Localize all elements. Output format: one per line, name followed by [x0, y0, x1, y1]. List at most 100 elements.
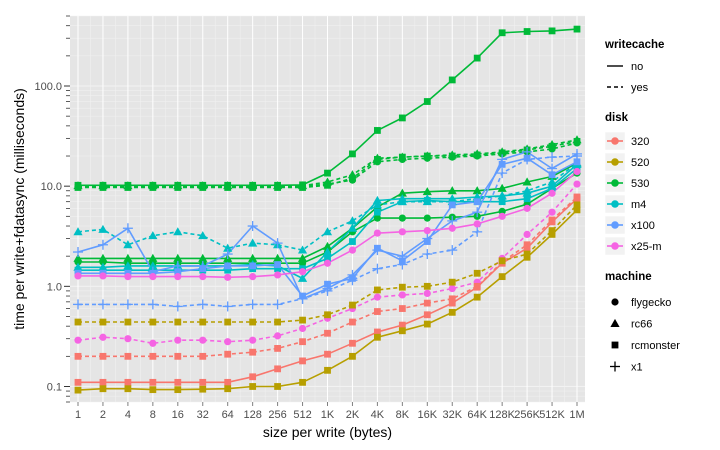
data-point	[174, 352, 182, 360]
data-point	[448, 224, 456, 232]
data-point	[347, 275, 358, 286]
data-point	[347, 216, 358, 225]
data-point	[173, 253, 183, 262]
data-point	[397, 197, 407, 206]
data-point	[174, 273, 182, 281]
x-tick-label: 16K	[418, 409, 438, 421]
data-point	[422, 197, 432, 206]
legend-key-machine	[610, 361, 620, 372]
data-point	[523, 230, 531, 238]
data-point	[297, 293, 308, 304]
data-point	[498, 257, 506, 265]
data-point	[448, 299, 456, 307]
data-point	[274, 345, 281, 352]
legend-key-disk-marker	[611, 200, 619, 208]
data-point	[222, 249, 233, 260]
data-point	[573, 180, 581, 188]
data-point	[372, 200, 382, 209]
data-point	[372, 263, 383, 274]
data-point	[322, 241, 333, 250]
data-point	[398, 305, 406, 312]
data-point	[73, 227, 83, 236]
x-tick-label: 1K	[321, 409, 335, 421]
data-point	[274, 383, 281, 390]
data-point	[473, 293, 481, 301]
legend-key-machine	[611, 298, 619, 306]
data-point	[374, 208, 381, 216]
legend-label-writecache: yes	[631, 82, 649, 94]
data-point	[98, 253, 108, 262]
data-point	[198, 231, 208, 240]
data-point	[397, 259, 408, 270]
x-tick-label: 8K	[396, 409, 410, 421]
data-point	[422, 233, 433, 244]
data-point	[172, 260, 183, 271]
data-point	[73, 253, 83, 262]
data-point	[397, 251, 408, 262]
data-point	[224, 385, 232, 393]
data-point	[522, 154, 533, 165]
data-point	[398, 214, 406, 222]
x-tick-label: 64K	[467, 409, 487, 421]
legend-title-disk: disk	[605, 112, 629, 124]
x-tick-label: 512K	[539, 409, 565, 421]
legend-title-writecache: writecache	[604, 39, 664, 51]
data-point	[349, 238, 356, 245]
data-point	[247, 221, 258, 232]
data-point	[548, 184, 556, 192]
data-point	[274, 261, 281, 268]
data-point	[124, 378, 132, 386]
data-point	[324, 181, 331, 189]
data-point	[124, 335, 132, 343]
data-point	[74, 336, 82, 344]
data-point	[523, 244, 531, 252]
data-point	[249, 318, 257, 326]
data-point	[423, 98, 431, 105]
data-point	[398, 291, 406, 299]
data-point	[274, 365, 281, 373]
series-line-530-yes-rc66	[78, 139, 578, 187]
data-point	[423, 152, 431, 160]
data-point	[174, 184, 182, 191]
data-point	[472, 226, 483, 237]
data-point	[299, 357, 306, 365]
data-point	[97, 239, 108, 250]
data-point	[473, 198, 481, 206]
data-point	[297, 273, 308, 282]
data-point	[447, 245, 458, 256]
data-point	[174, 268, 182, 276]
legend-label-disk: m4	[631, 199, 646, 211]
data-point	[522, 177, 532, 186]
data-point	[447, 215, 458, 226]
data-point	[224, 350, 232, 358]
data-point	[249, 336, 257, 344]
data-point	[197, 299, 208, 310]
data-point	[422, 187, 432, 196]
data-point	[272, 238, 283, 249]
data-point	[299, 378, 306, 386]
data-point	[149, 273, 157, 281]
x-axis-title: size per write (bytes)	[263, 424, 392, 440]
data-point	[548, 216, 556, 224]
data-point	[374, 328, 381, 336]
data-point	[523, 241, 531, 249]
data-point	[149, 378, 157, 386]
data-point	[349, 318, 356, 326]
data-point	[497, 154, 508, 165]
data-point	[74, 272, 82, 280]
data-point	[548, 171, 556, 179]
data-point	[74, 352, 82, 360]
data-point	[122, 299, 133, 310]
data-point	[348, 246, 357, 254]
data-point	[448, 76, 456, 84]
data-point	[423, 289, 431, 297]
series-line-530-yes-rcmonster	[78, 140, 578, 189]
data-point	[97, 299, 108, 310]
data-point	[573, 137, 581, 145]
data-point	[324, 329, 331, 337]
data-point	[374, 156, 381, 163]
data-point	[199, 378, 207, 386]
data-point	[374, 308, 381, 315]
data-point	[74, 318, 82, 326]
data-point	[124, 385, 132, 393]
